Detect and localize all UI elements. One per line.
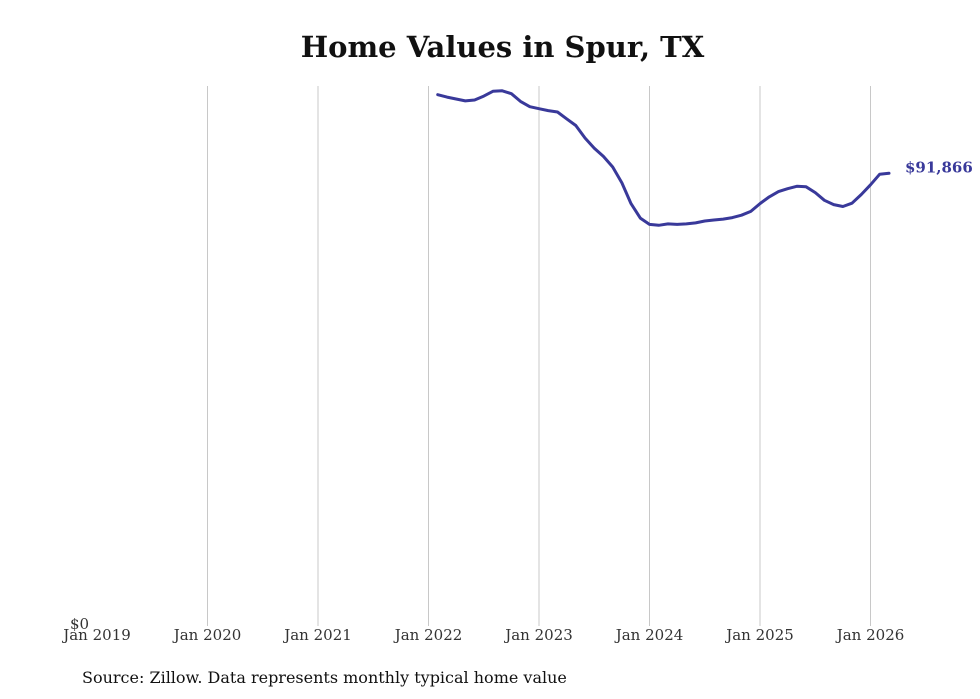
y-tick-label: $0 xyxy=(70,615,89,633)
chart-title: Home Values in Spur, TX xyxy=(300,30,705,64)
x-tick-label: Jan 2025 xyxy=(724,626,794,644)
x-tick-label: Jan 2024 xyxy=(614,626,684,644)
x-tick-label: Jan 2021 xyxy=(282,626,352,644)
x-tick-label: Jan 2026 xyxy=(835,626,905,644)
x-tick-label: Jan 2022 xyxy=(393,626,463,644)
x-tick-label: Jan 2019 xyxy=(61,626,131,644)
x-tick-label: Jan 2020 xyxy=(172,626,242,644)
series-line-home-value xyxy=(436,89,891,227)
x-axis-ticks: Jan 2019 Jan 2020 Jan 2021 Jan 2022 Jan 2023… xyxy=(61,626,904,644)
last-value-label: $91,866 xyxy=(905,158,973,176)
home-value-line-chart: Jan 2019 Jan 2020 Jan 2021 Jan 2022 Jan 2023… xyxy=(61,86,973,644)
x-tick-label: Jan 2023 xyxy=(503,626,573,644)
source-note: Source: Zillow. Data represents monthly … xyxy=(82,668,567,687)
gridlines xyxy=(207,86,871,626)
